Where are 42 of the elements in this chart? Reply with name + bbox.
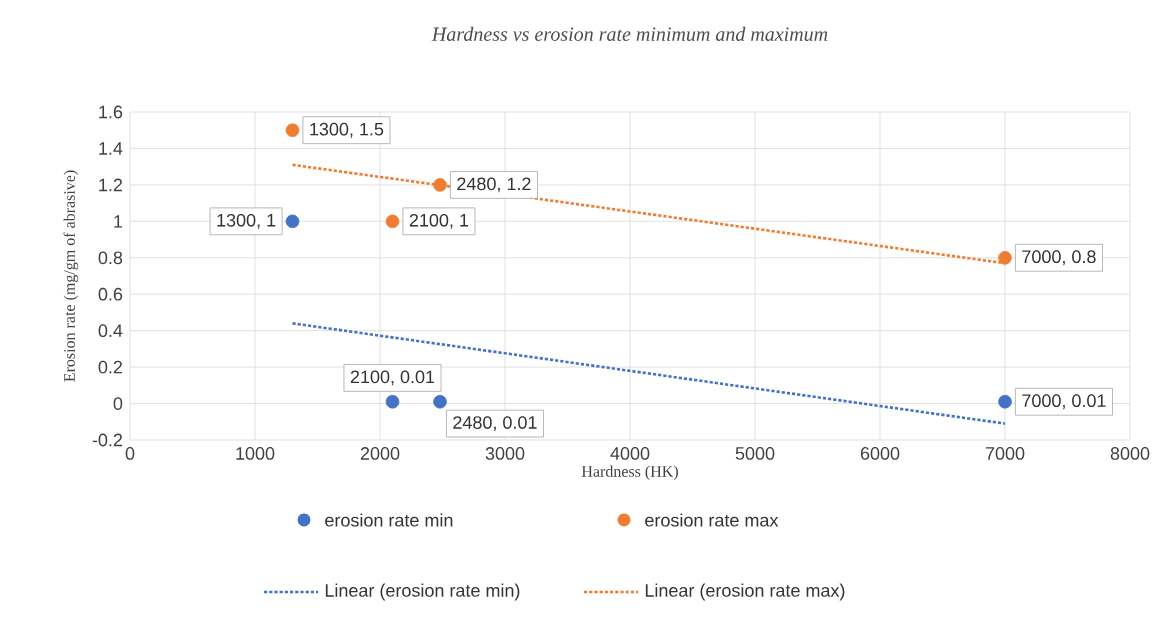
point <box>385 394 400 409</box>
y-tick-label: -0.2 <box>92 433 123 447</box>
point <box>998 394 1012 409</box>
x-tick-label: 2000 <box>360 447 400 460</box>
data-label: 2480, 1.2 <box>457 177 531 193</box>
point <box>433 178 447 192</box>
point <box>433 394 447 409</box>
data-label: 1300, 1 <box>217 213 276 229</box>
y-tick-label: 1.6 <box>99 105 123 119</box>
y-tick-label: 0.8 <box>98 251 123 265</box>
point <box>998 250 1012 265</box>
x-axis-title: Hardness (HK) <box>581 465 678 481</box>
x-tick-label: 7000 <box>985 447 1025 460</box>
data-label: 7000, 0.8 <box>1022 250 1096 266</box>
y-tick-label: 1.4 <box>99 142 123 155</box>
x-tick-label: 8000 <box>1110 447 1150 460</box>
y-tick-label: 0.4 <box>98 324 123 338</box>
y-tick-label: 1 <box>114 215 123 228</box>
x-tick-label: 6000 <box>860 447 900 460</box>
y-tick-label: 1.2 <box>99 178 123 192</box>
legend-label: erosion rate min <box>325 513 453 527</box>
chart-title: Hardness vs erosion rate minimum and maximum <box>431 26 828 41</box>
data-label: 7000, 0.01 <box>1022 394 1106 410</box>
x-tick-label: 5000 <box>735 447 775 460</box>
legend-label: Linear (erosion rate min) <box>325 583 520 601</box>
legend-label: erosion rate max <box>645 513 779 527</box>
legend-label: Linear (erosion rate max) <box>645 583 845 601</box>
data-label: 1300, 1.5 <box>310 122 384 138</box>
point <box>285 214 300 229</box>
data-label: 2480, 0.01 <box>453 416 537 431</box>
y-tick-label: 0.2 <box>98 360 123 374</box>
x-tick-label: 0 <box>125 447 135 460</box>
x-tick-label: 4000 <box>610 447 650 460</box>
x-tick-label: 1000 <box>236 447 275 460</box>
y-tick-label: 0 <box>113 397 123 410</box>
y-tick-label: 0.6 <box>98 287 123 301</box>
y-axis-title: Erosion rate (mg/gm of abrasive) <box>63 170 79 382</box>
point <box>385 214 400 229</box>
data-label: 2100, 0.01 <box>350 370 435 386</box>
data-label: 2100, 1 <box>409 213 469 229</box>
x-tick-label: 3000 <box>485 447 525 460</box>
point <box>285 123 300 138</box>
